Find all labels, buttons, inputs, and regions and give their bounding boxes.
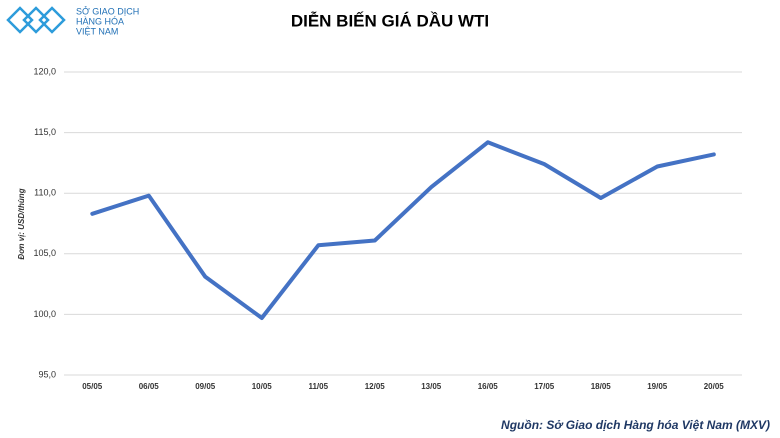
chart-title: DIỄN BIẾN GIÁ DẦU WTI (291, 11, 489, 30)
y-tick-label: 95,0 (38, 369, 56, 379)
x-tick-label: 19/05 (647, 382, 668, 391)
logo-icon (6, 6, 66, 34)
x-tick-label: 12/05 (365, 382, 386, 391)
x-tick-label: 20/05 (704, 382, 725, 391)
x-tick-label: 11/05 (308, 382, 328, 391)
x-tick-label: 17/05 (534, 382, 555, 391)
logo-text: HÀNG HÓA (76, 16, 124, 26)
logo-text: SỞ GIAO DỊCH (76, 5, 139, 16)
x-tick-label: 09/05 (195, 382, 216, 391)
source: Nguồn: Sở Giao dịch Hàng hóa Việt Nam (M… (501, 418, 770, 432)
y-tick-label: 120,0 (33, 66, 56, 76)
y-tick-label: 105,0 (33, 248, 56, 258)
logo-text: VIỆT NAM (76, 26, 118, 36)
y-tick-label: 100,0 (33, 309, 56, 319)
x-tick-label: 16/05 (478, 382, 499, 391)
y-tick-label: 110,0 (34, 188, 56, 198)
x-tick-label: 10/05 (252, 382, 273, 391)
y-axis-label: Đơn vị: USD/thùng (17, 188, 26, 259)
line (90, 140, 716, 320)
y-tick-label: 115,0 (34, 127, 56, 137)
x-tick-label: 13/05 (421, 382, 442, 391)
x-tick-label: 05/05 (82, 382, 103, 391)
x-tick-label: 18/05 (591, 382, 612, 391)
x-tick-label: 06/05 (139, 382, 160, 391)
